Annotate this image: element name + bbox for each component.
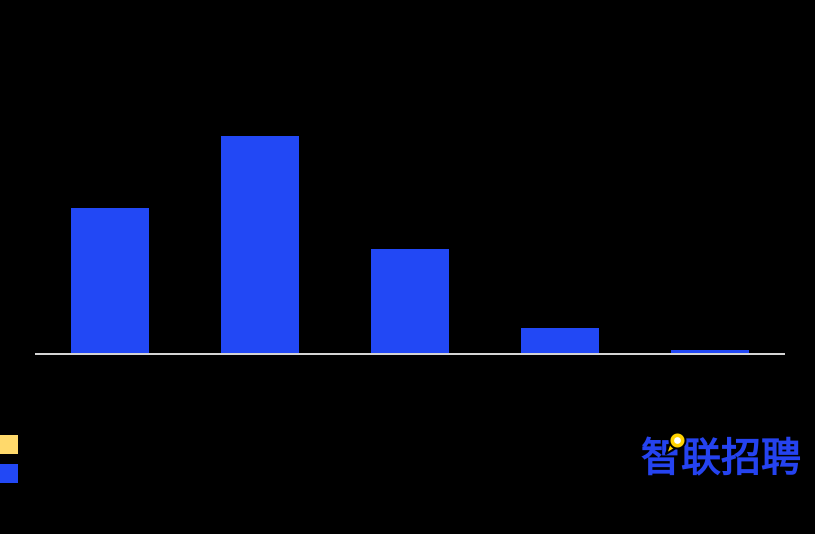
zhaopin-logo: 智联招聘 — [641, 431, 801, 481]
bar-3 — [371, 249, 449, 353]
legend-swatch-blue — [0, 464, 18, 483]
legend-swatch-yellow — [0, 435, 18, 454]
bar-5 — [671, 350, 749, 353]
x-axis-line — [35, 353, 785, 355]
bar-1 — [71, 208, 149, 353]
location-pin-icon — [665, 431, 687, 455]
bar-2 — [221, 136, 299, 353]
zhaopin-logo-text: 智联招聘 — [641, 435, 801, 481]
bar-4 — [521, 328, 599, 353]
